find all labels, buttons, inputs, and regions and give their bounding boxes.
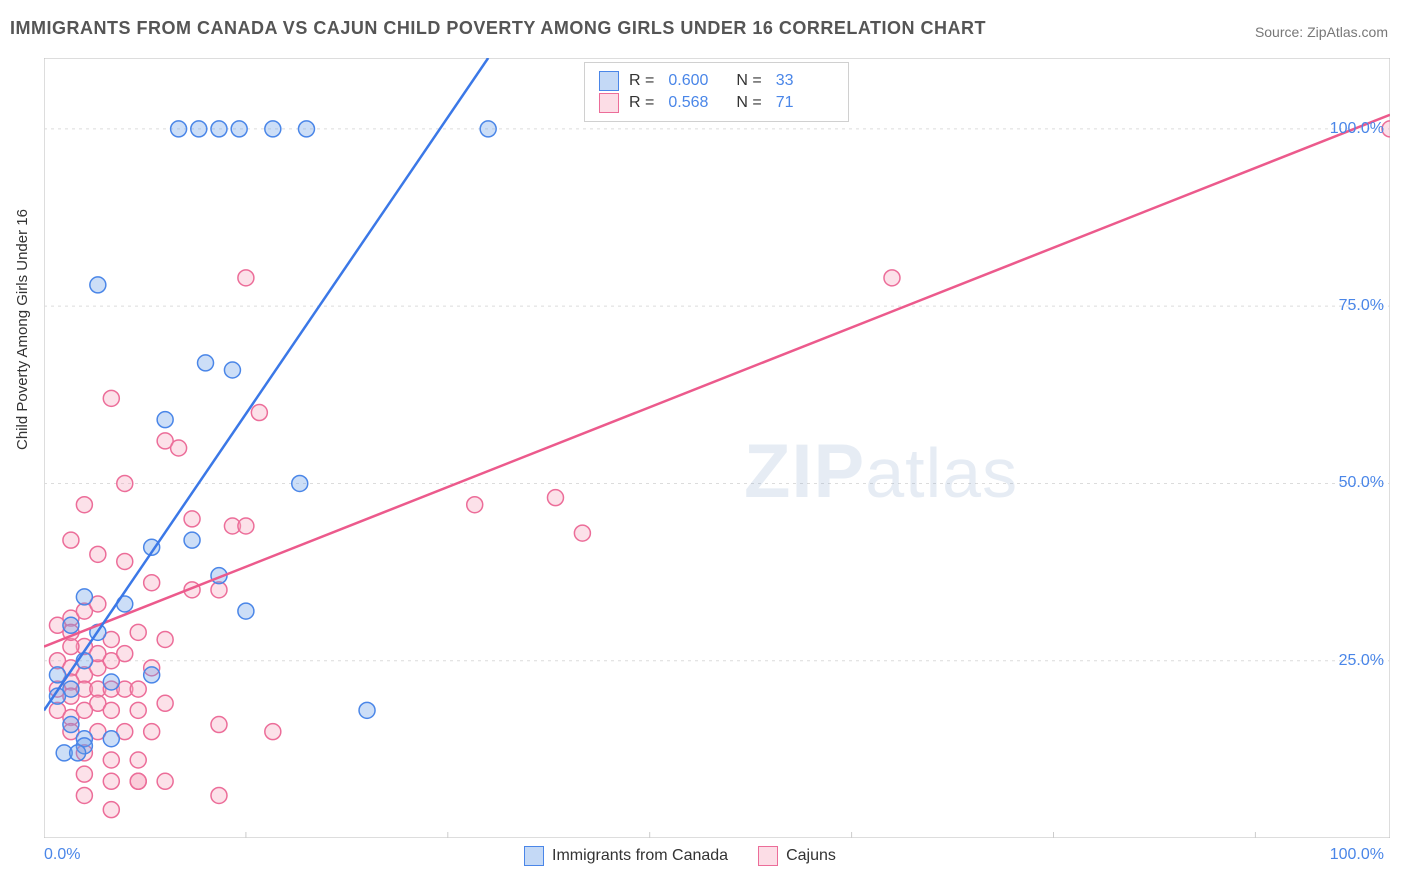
regression-line-cajuns	[44, 115, 1390, 647]
legend-swatch-blue	[524, 846, 544, 866]
r-value-pink: 0.568	[668, 94, 726, 112]
legend-swatch-blue	[599, 71, 619, 91]
legend-row-pink: R = 0.568 N = 71	[599, 93, 834, 113]
r-label: R =	[629, 94, 654, 112]
y-tick-label: 25.0%	[1339, 652, 1384, 670]
y-tick-label: 100.0%	[1330, 120, 1384, 138]
n-label: N =	[736, 94, 761, 112]
y-tick-label: 50.0%	[1339, 474, 1384, 492]
legend-item-immigrants: Immigrants from Canada	[524, 846, 728, 866]
legend-swatch-pink	[758, 846, 778, 866]
legend-label-cajuns: Cajuns	[786, 847, 836, 865]
legend-label-immigrants: Immigrants from Canada	[552, 847, 728, 865]
regression-line-immigrants	[44, 58, 488, 710]
n-value-pink: 71	[776, 94, 834, 112]
chart-title: IMMIGRANTS FROM CANADA VS CAJUN CHILD PO…	[10, 18, 986, 39]
legend-row-blue: R = 0.600 N = 33	[599, 71, 834, 91]
scatter-plot: 25.0%50.0%75.0%100.0% 0.0% 100.0% R = 0.…	[44, 58, 1390, 838]
r-value-blue: 0.600	[668, 72, 726, 90]
x-tick-0: 0.0%	[44, 846, 80, 864]
legend-swatch-pink	[599, 93, 619, 113]
y-tick-label: 75.0%	[1339, 297, 1384, 315]
y-axis-label: Child Poverty Among Girls Under 16	[14, 209, 31, 450]
x-tick-100: 100.0%	[1330, 846, 1384, 864]
plot-svg	[44, 58, 1390, 838]
watermark: ZIPatlas	[744, 428, 1018, 515]
legend-series: Immigrants from Canada Cajuns	[524, 846, 836, 866]
r-label: R =	[629, 72, 654, 90]
scatter-points-cajuns	[49, 121, 1390, 818]
source-label: Source: ZipAtlas.com	[1255, 24, 1388, 40]
n-value-blue: 33	[776, 72, 834, 90]
x-minor-ticks	[246, 832, 1256, 838]
legend-item-cajuns: Cajuns	[758, 846, 836, 866]
n-label: N =	[736, 72, 761, 90]
gridlines	[44, 129, 1390, 661]
legend-correlation: R = 0.600 N = 33 R = 0.568 N = 71	[584, 62, 849, 122]
plot-border	[44, 58, 1390, 838]
